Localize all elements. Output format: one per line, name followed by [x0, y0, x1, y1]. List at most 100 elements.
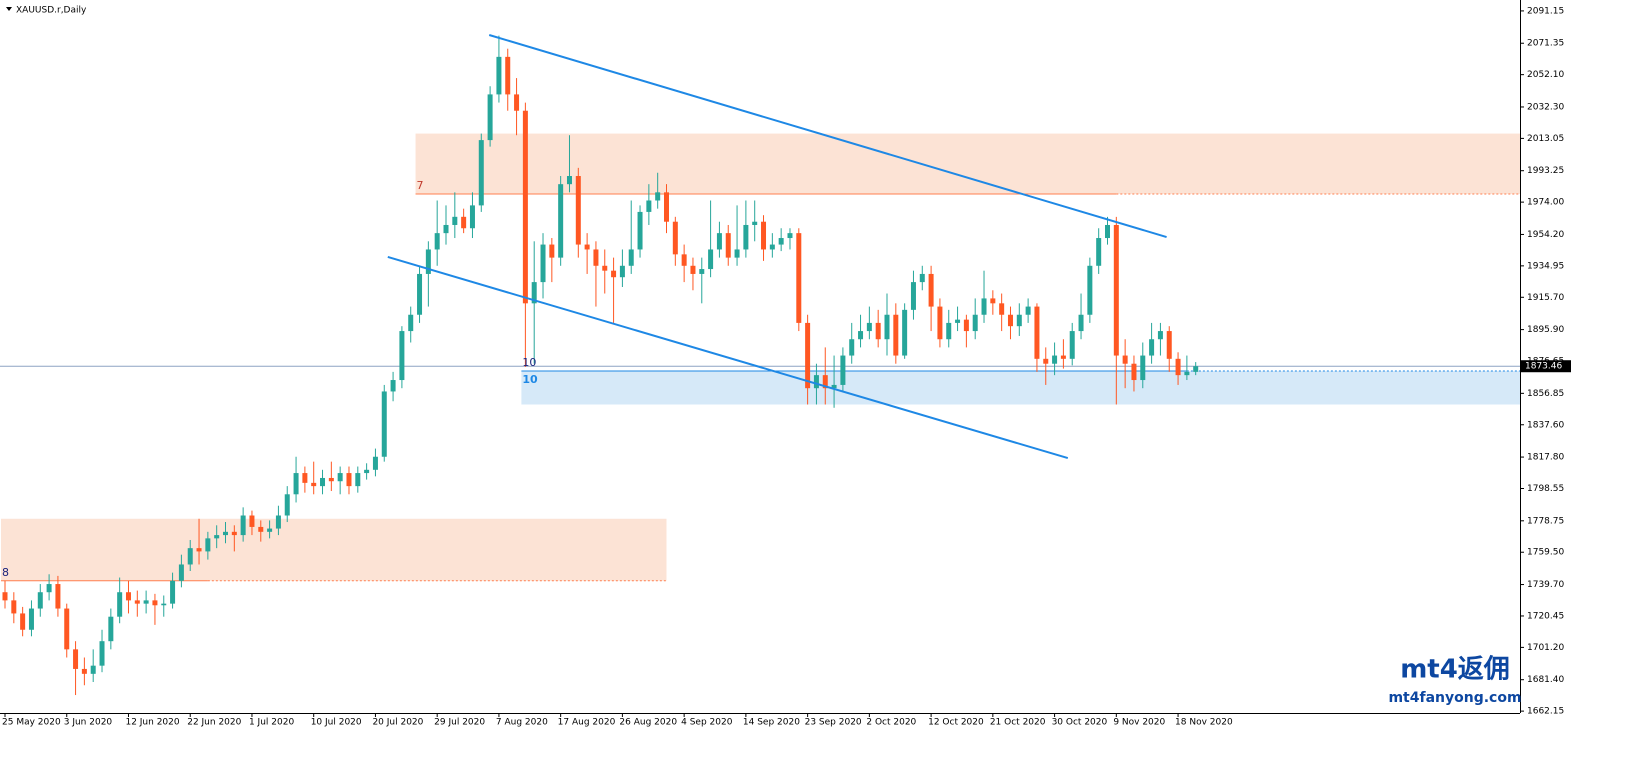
candle-body [320, 477, 326, 487]
candle-body [672, 221, 678, 255]
candle-body [716, 233, 722, 250]
candle-body [2, 592, 8, 601]
candle-body [143, 600, 149, 604]
overlays: 7 8 10 10 [2, 34, 1167, 579]
candle-body [205, 538, 211, 552]
candle-body [452, 216, 458, 225]
candle-body [161, 603, 167, 606]
candle-body [37, 592, 43, 609]
trend-line [387, 256, 1069, 460]
candle-body [425, 249, 431, 274]
x-tick-label: 18 Nov 2020 [1175, 718, 1233, 728]
x-tick-label: 30 Oct 2020 [1052, 718, 1108, 728]
y-tick-label: 1934.95 [1527, 261, 1564, 271]
x-tick-label: 26 Aug 2020 [619, 718, 677, 728]
candle-body [514, 94, 520, 111]
candle-body [1025, 306, 1031, 315]
candle-body [99, 641, 105, 666]
watermark-url: mt4fanyong.com [1388, 690, 1521, 706]
x-tick-label: 29 Jul 2020 [434, 718, 485, 728]
candle-body [461, 216, 467, 229]
candle-body [478, 140, 484, 206]
x-tick-label: 25 May 2020 [2, 718, 61, 728]
candle-body [1087, 265, 1093, 315]
candle-body [214, 535, 220, 539]
candle-body [178, 564, 184, 581]
y-tick-label: 2013.05 [1527, 134, 1564, 144]
candle-body [549, 244, 555, 258]
candle-body [955, 319, 961, 323]
current-price-box [1521, 360, 1571, 373]
y-tick-label: 1974.00 [1527, 198, 1564, 208]
candle-body [302, 473, 308, 483]
y-tick-label: 1759.50 [1527, 548, 1564, 558]
candle-body [417, 273, 423, 315]
candle-body [990, 298, 996, 304]
candle-body [937, 306, 943, 340]
x-tick-label: 1 Jul 2020 [249, 718, 294, 728]
title-arrow[interactable] [6, 7, 12, 11]
candles [2, 35, 1199, 696]
candle-body [346, 473, 352, 487]
candle-body [628, 249, 634, 266]
candle-body [1140, 355, 1146, 381]
candle-body [364, 469, 370, 474]
candle-body [505, 56, 511, 95]
candle-body [1078, 314, 1084, 332]
y-tick-label: 1954.20 [1527, 230, 1564, 240]
candle-body [858, 331, 864, 340]
candle-body [1193, 366, 1199, 372]
candle-body [469, 205, 475, 229]
candle-body [566, 176, 572, 185]
x-tick-label: 3 Jun 2020 [64, 718, 113, 728]
candle-body [372, 456, 378, 470]
candle-body [734, 249, 740, 258]
y-tick-label: 1856.85 [1527, 389, 1564, 399]
candle-body [611, 270, 617, 278]
candle-body [902, 309, 908, 356]
candle-body [1166, 331, 1172, 359]
candle-body [275, 515, 281, 529]
candle-body [849, 339, 855, 356]
candle-body [1016, 314, 1022, 327]
candle-body [117, 592, 123, 617]
candle-body [866, 322, 872, 332]
candle-body [311, 482, 317, 487]
candle-body [593, 249, 599, 266]
candle-body [1175, 358, 1181, 376]
candle-body [284, 494, 290, 516]
candle-body [584, 244, 590, 250]
zone-label: 7 [417, 179, 424, 192]
x-tick-label: 9 Nov 2020 [1113, 718, 1165, 728]
candle-body [11, 600, 17, 614]
candle-body [1052, 355, 1058, 364]
candle-body [787, 233, 793, 239]
zone-label: 10 [522, 356, 536, 369]
candle-body [805, 322, 811, 389]
watermark-logo: mt4返佣 [1400, 655, 1510, 685]
candle-body [1043, 358, 1049, 364]
candle-body [831, 384, 837, 389]
x-tick-label: 17 Aug 2020 [558, 718, 616, 728]
x-tick-label: 14 Sep 2020 [743, 718, 800, 728]
candle-body [1060, 355, 1066, 359]
candle-body [1069, 331, 1075, 359]
candle-body [646, 200, 652, 212]
candle-body [443, 224, 449, 234]
candle-body [1184, 371, 1190, 376]
y-tick-label: 1662.15 [1527, 707, 1564, 717]
y-tick-label: 1739.70 [1527, 580, 1564, 590]
candle-body [196, 548, 202, 552]
candle-body [187, 548, 193, 565]
candle-body [910, 282, 916, 310]
y-tick-label: 1778.75 [1527, 516, 1564, 526]
zone [1, 518, 667, 581]
candle-body [875, 322, 881, 340]
x-tick-label: 7 Aug 2020 [496, 718, 548, 728]
y-tick-label: 1681.40 [1527, 675, 1564, 685]
zone-label: 10 [522, 373, 538, 386]
candle-body [619, 265, 625, 278]
candle-body [170, 580, 176, 604]
candle-body [487, 94, 493, 141]
